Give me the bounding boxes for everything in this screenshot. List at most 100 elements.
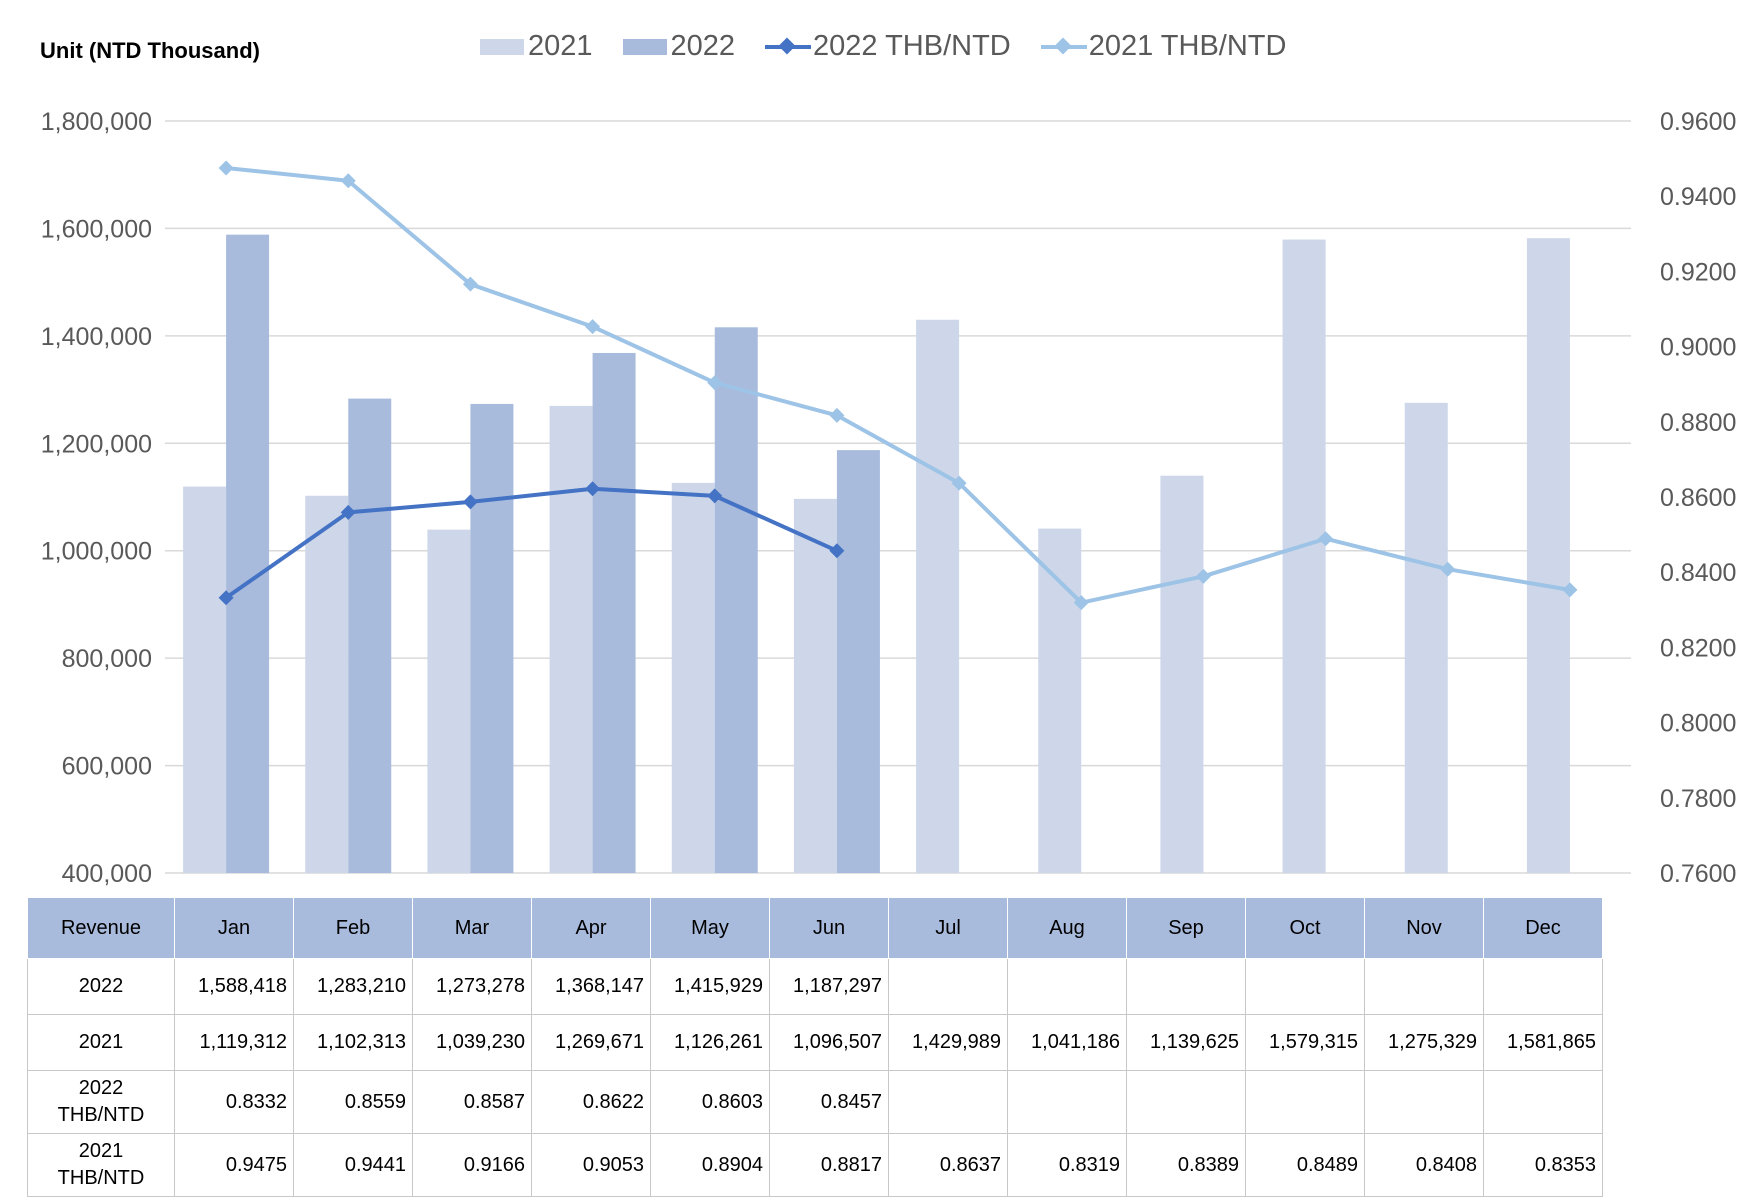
- unit-label: Unit (NTD Thousand): [40, 38, 260, 63]
- table-cell: 1,588,418: [174, 958, 294, 1015]
- table-header-month: Jul: [888, 897, 1008, 959]
- y-right-tick-label: 0.9400: [1660, 183, 1736, 211]
- table-cell: [1364, 958, 1484, 1015]
- bar-2021-apr: [549, 405, 593, 873]
- table-row-label: 2021 THB/NTD: [27, 1133, 175, 1197]
- bar-2021-feb: [305, 495, 349, 873]
- table-cell: 1,119,312: [174, 1014, 294, 1071]
- legend-label-2021: 2021: [528, 30, 593, 62]
- legend-item-2021-rate: 2021 THB/NTD: [1040, 30, 1286, 63]
- table-cell: 1,429,989: [888, 1014, 1008, 1071]
- table-cell: [1245, 1070, 1365, 1134]
- table-header-month: Mar: [412, 897, 532, 959]
- point-2021-rate-1: [340, 173, 356, 189]
- table-cell: 0.8408: [1364, 1133, 1484, 1197]
- point-2021-rate-6: [951, 475, 967, 491]
- legend: 2021 2022 2022 THB/NTD 2021 THB/NTD: [480, 30, 1316, 63]
- y-right-tick-label: 0.8200: [1660, 634, 1736, 662]
- table-cell: 0.8637: [888, 1133, 1008, 1197]
- table-cell: 0.9441: [293, 1133, 413, 1197]
- bar-2021-may: [671, 482, 715, 873]
- table-cell: 0.8457: [769, 1070, 889, 1134]
- table-header-revenue: Revenue: [27, 897, 175, 959]
- table-cell: 0.8817: [769, 1133, 889, 1197]
- table-header-row: Revenue Jan Feb Mar Apr May Jun Jul Aug Sep Oct Nov…: [27, 897, 1603, 959]
- y-left-tick-label: 1,200,000: [41, 430, 152, 458]
- table-cell: [1126, 1070, 1246, 1134]
- table-cell: [888, 958, 1008, 1015]
- table-cell: 1,579,315: [1245, 1014, 1365, 1071]
- table-header-month: Dec: [1483, 897, 1603, 959]
- bar-2022-may: [714, 327, 758, 873]
- table-row: 2022 THB/NTD 0.8332 0.8559 0.8587 0.8622 0.860…: [27, 1070, 1603, 1134]
- table-cell: 1,102,313: [293, 1014, 413, 1071]
- table-cell: [1007, 958, 1127, 1015]
- bar-2021-sep: [1160, 475, 1204, 873]
- table-cell: 1,039,230: [412, 1014, 532, 1071]
- point-2021-rate-4: [707, 375, 723, 391]
- legend-item-2022: 2022: [622, 30, 736, 63]
- legend-label-2022: 2022: [670, 30, 736, 62]
- bar-2021-jul: [916, 319, 960, 873]
- table-cell: 1,139,625: [1126, 1014, 1246, 1071]
- y-right-tick-label: 0.9000: [1660, 334, 1736, 362]
- legend-item-2021: 2021: [480, 30, 593, 63]
- point-2021-rate-2: [462, 276, 478, 292]
- y-right-tick-label: 0.9200: [1660, 258, 1736, 286]
- table-cell: 0.8622: [531, 1070, 651, 1134]
- point-2022-rate-1: [340, 504, 356, 520]
- table-header-month: Feb: [293, 897, 413, 959]
- table-header-month: Oct: [1245, 897, 1365, 959]
- y-right-tick-label: 0.8600: [1660, 484, 1736, 512]
- table-cell: [1483, 1070, 1603, 1134]
- table-cell: 0.8332: [174, 1070, 294, 1134]
- table-row-label: 2022: [27, 958, 175, 1015]
- table-row-label: 2021: [27, 1014, 175, 1071]
- table-cell: 0.8904: [650, 1133, 770, 1197]
- table-cell: 1,269,671: [531, 1014, 651, 1071]
- table-row: 2021 1,119,312 1,102,313 1,039,230 1,269,671…: [27, 1014, 1603, 1071]
- table-header-month: Jun: [769, 897, 889, 959]
- point-2021-rate-5: [829, 407, 845, 423]
- table-cell: [888, 1070, 1008, 1134]
- table-header-month: Aug: [1007, 897, 1127, 959]
- y-right-tick-label: 0.8000: [1660, 710, 1736, 738]
- y-right-tick-label: 0.7600: [1660, 860, 1736, 888]
- bar-2022-mar: [470, 403, 514, 873]
- table-cell: [1007, 1070, 1127, 1134]
- point-2022-rate-0: [218, 590, 234, 606]
- legend-label-2022-rate: 2022 THB/NTD: [813, 30, 1011, 62]
- table-cell: 1,581,865: [1483, 1014, 1603, 1071]
- y-left-tick-label: 1,600,000: [41, 215, 152, 243]
- table-cell: 1,096,507: [769, 1014, 889, 1071]
- y-left-tick-label: 800,000: [62, 645, 152, 673]
- point-2021-rate-9: [1318, 531, 1334, 547]
- y-left-tick-label: 1,800,000: [41, 108, 152, 136]
- table-header-month: Sep: [1126, 897, 1246, 959]
- table-cell: 0.8353: [1483, 1133, 1603, 1197]
- table-header-month: Apr: [531, 897, 651, 959]
- table-cell: 1,283,210: [293, 958, 413, 1015]
- legend-swatch-2022: [622, 38, 667, 55]
- table-cell: 1,273,278: [412, 958, 532, 1015]
- table-cell: 1,368,147: [531, 958, 651, 1015]
- point-2021-rate-3: [585, 319, 601, 335]
- table-header-month: May: [650, 897, 770, 959]
- bar-2022-feb: [348, 398, 392, 873]
- revenue-chart: 400,000 600,000 800,000 1,000,000 1,200,000 1…: [41, 108, 1737, 888]
- legend-line-2022-rate: [765, 37, 812, 57]
- table-cell: 0.8603: [650, 1070, 770, 1134]
- table-header-month: Nov: [1364, 897, 1484, 959]
- table-header-month: Jan: [174, 897, 294, 959]
- table-row-label: 2022 THB/NTD: [27, 1070, 175, 1134]
- revenue-table: Revenue Jan Feb Mar Apr May Jun Jul Aug Sep Oct Nov…: [27, 897, 1603, 1197]
- bar-2021-aug: [1038, 528, 1082, 873]
- bar-2021-dec: [1526, 238, 1570, 873]
- table-cell: [1126, 958, 1246, 1015]
- bar-2022-apr: [592, 352, 636, 873]
- y-right-tick-label: 0.8800: [1660, 409, 1736, 437]
- table-cell: 1,041,186: [1007, 1014, 1127, 1071]
- table-cell: [1483, 958, 1603, 1015]
- point-2022-rate-4: [707, 488, 723, 504]
- table-cell: 0.8489: [1245, 1133, 1365, 1197]
